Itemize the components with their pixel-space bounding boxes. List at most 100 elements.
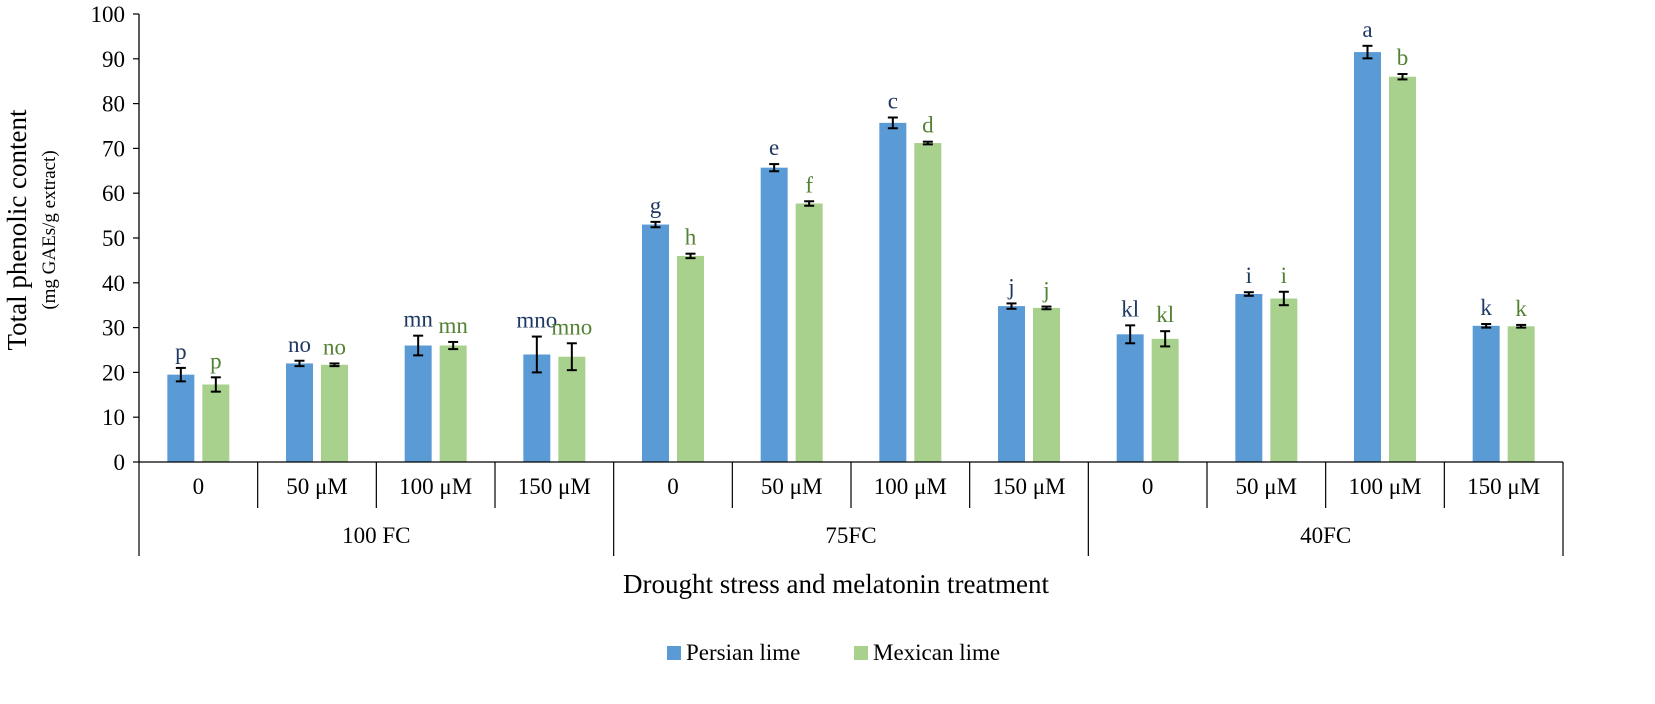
error-bar [413,334,424,357]
bar-persian [1116,334,1144,462]
significance-letter: d [922,113,934,138]
significance-letter: p [175,339,187,364]
significance-letter: i [1281,263,1287,288]
error-bar [922,140,933,146]
bar-persian [642,224,669,462]
error-bar [1125,324,1136,345]
bar-mexican [795,203,823,462]
y-tick-label: 100 [91,2,126,27]
x-tick-label: 100 μM [874,474,947,499]
bar-persian [167,374,195,462]
error-bar [1397,73,1408,81]
y-tick-label: 0 [114,450,126,475]
significance-letter: mn [438,313,468,338]
bar-persian [998,306,1025,462]
y-tick-label: 70 [102,136,125,161]
error-bar [769,163,780,173]
x-tick-label: 150 μM [1467,474,1540,499]
legend-swatch-mexican [854,646,868,660]
significance-letter: no [323,334,346,359]
significance-letter: mno [516,308,557,333]
x-tick-label: 0 [193,474,205,499]
significance-letter: b [1397,45,1409,70]
x-tick-label: 0 [1142,474,1154,499]
x-tick-label: 100 μM [399,474,472,499]
bar-persian [879,122,907,462]
significance-letter: j [1007,274,1014,299]
significance-letter: kl [1156,302,1174,327]
significance-letter: h [685,225,697,250]
bar-mexican [202,384,230,462]
bar-mexican [1507,326,1535,462]
significance-letter: c [888,88,898,113]
significance-letter: k [1480,295,1492,320]
significance-letter: mn [403,307,433,332]
error-bar [1006,302,1017,310]
legend: Persian lime Mexican lime [667,640,1000,665]
significance-letter: mno [551,314,592,339]
error-bar [1160,330,1171,348]
bar-persian [1472,325,1500,462]
significance-letter: p [210,348,222,373]
bar-persian [286,363,313,462]
y-tick-label: 10 [102,405,125,430]
bar-mexican [1033,307,1060,462]
error-bar [294,359,305,368]
x-tick-label: 150 μM [518,474,591,499]
error-bar [210,376,221,393]
bar-mexican [439,345,467,462]
x-tick-label: 50 μM [761,474,823,499]
x-group-label: 40FC [1300,523,1351,548]
y-tick-label: 40 [102,271,125,296]
bar-persian [1354,52,1381,463]
bar-mexican [914,143,942,463]
y-tick-label: 50 [102,226,125,251]
error-bar [887,116,898,130]
significance-letter: f [805,172,813,197]
bar-mexican [1389,76,1416,462]
error-bar [1278,290,1289,307]
error-bar [1362,44,1373,60]
y-axis-subtitle: (mg GAEs/g extract) [39,150,60,309]
y-tick-label: 90 [102,47,125,72]
bar-mexican [321,364,348,462]
legend-label-mexican: Mexican lime [873,640,1000,665]
significance-letter: e [769,135,779,160]
error-bar [329,362,340,368]
error-bar [1516,323,1527,329]
significance-letter: k [1515,296,1527,321]
error-bar [448,340,459,351]
legend-swatch-persian [667,646,681,660]
x-group-label: 75FC [825,523,876,548]
bar-mexican [1270,298,1298,462]
y-tick-label: 20 [102,360,125,385]
bar-mexican [677,255,704,462]
significance-letter: g [650,193,662,218]
legend-label-persian: Persian lime [686,640,800,665]
x-tick-label: 100 μM [1348,474,1421,499]
bar-persian [1235,294,1263,462]
significance-letter: i [1246,263,1252,288]
error-bar [531,335,542,374]
error-bar [566,342,577,372]
error-bar [685,252,696,260]
bar-mexican [558,356,586,462]
x-tick-label: 150 μM [992,474,1065,499]
x-tick-label: 0 [667,474,679,499]
bar-persian [404,345,432,462]
x-axis: 0 50 μM 100 μM 150 μM 0 50 μM 100 μM 150 μM 0 50 … [138,461,1564,556]
error-bar [1481,323,1492,329]
error-bar [1041,305,1052,311]
x-axis-title: Drought stress and melatonin treatment [623,569,1049,599]
x-tick-label: 50 μM [286,474,348,499]
y-axis-title: Total phenolic content [2,109,32,351]
bar-persian [760,167,788,462]
x-tick-label: 50 μM [1236,474,1298,499]
error-bar [804,200,815,207]
y-tick-label: 30 [102,316,125,341]
error-bar [1243,291,1254,297]
bar-mexican [1151,338,1179,462]
y-tick-label: 60 [102,181,125,206]
